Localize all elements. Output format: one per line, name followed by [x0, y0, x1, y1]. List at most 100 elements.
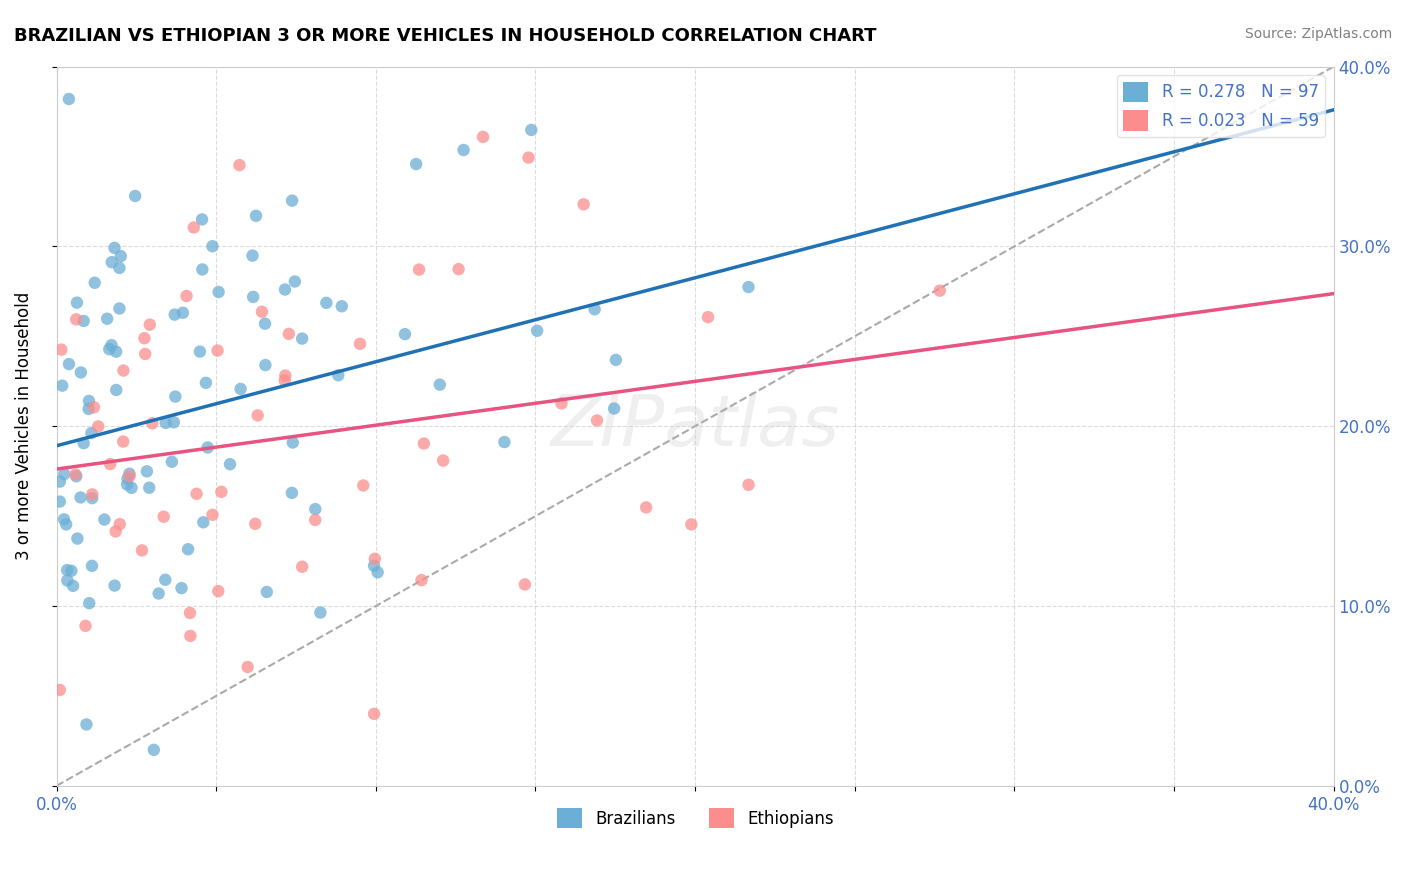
Point [304, 502, 326, 516]
Legend: Brazilians, Ethiopians: Brazilians, Ethiopians [550, 801, 841, 835]
Point [82, 491, 104, 505]
Point [207, 584, 229, 599]
Point [330, 299, 353, 313]
Point [49, 494, 72, 508]
Point [112, 434, 135, 449]
Point [77, 393, 100, 408]
Point [586, 413, 609, 427]
Point [65, 312, 87, 326]
Point [349, 336, 371, 351]
Point [291, 559, 314, 574]
Point [121, 481, 143, 495]
Point [124, 189, 146, 203]
Point [179, 606, 201, 620]
Point [219, 457, 242, 471]
Point [177, 542, 200, 557]
Point [304, 513, 326, 527]
Point [405, 157, 427, 171]
Point [103, 241, 125, 255]
Point [131, 543, 153, 558]
Point [201, 239, 224, 253]
Point [246, 409, 269, 423]
Text: BRAZILIAN VS ETHIOPIAN 3 OR MORE VEHICLES IN HOUSEHOLD CORRELATION CHART: BRAZILIAN VS ETHIOPIAN 3 OR MORE VEHICLE… [14, 27, 876, 45]
Point [148, 586, 170, 600]
Point [87, 419, 110, 434]
Point [112, 363, 135, 377]
Point [75, 717, 97, 731]
Point [73, 314, 96, 328]
Point [191, 212, 214, 227]
Point [105, 344, 128, 359]
Point [56, 574, 79, 588]
Point [363, 558, 385, 573]
Point [605, 352, 627, 367]
Point [603, 401, 626, 416]
Point [193, 516, 215, 530]
Point [176, 289, 198, 303]
Point [928, 284, 950, 298]
Point [453, 143, 475, 157]
Point [93, 512, 115, 526]
Point [364, 551, 387, 566]
Point [142, 743, 165, 757]
Point [49, 682, 72, 697]
Point [228, 158, 250, 172]
Y-axis label: 3 or more Vehicles in Household: 3 or more Vehicles in Household [15, 292, 32, 560]
Point [367, 566, 389, 580]
Point [513, 577, 536, 591]
Point [60, 564, 83, 578]
Point [139, 318, 162, 332]
Point [155, 573, 177, 587]
Point [70, 366, 93, 380]
Point [77, 401, 100, 416]
Point [520, 123, 543, 137]
Point [69, 491, 91, 505]
Point [75, 619, 97, 633]
Point [526, 324, 548, 338]
Point [108, 517, 131, 532]
Point [197, 441, 219, 455]
Point [100, 255, 122, 269]
Point [583, 302, 606, 317]
Point [51, 378, 73, 392]
Point [291, 332, 314, 346]
Point [135, 464, 157, 478]
Point [82, 487, 104, 501]
Point [104, 578, 127, 592]
Point [183, 220, 205, 235]
Point [309, 606, 332, 620]
Point [229, 382, 252, 396]
Point [108, 260, 131, 275]
Point [160, 455, 183, 469]
Point [80, 425, 103, 440]
Point [155, 416, 177, 430]
Point [494, 435, 516, 450]
Point [134, 347, 156, 361]
Point [165, 390, 187, 404]
Point [118, 467, 141, 481]
Point [58, 357, 80, 371]
Point [51, 343, 73, 357]
Point [117, 472, 139, 486]
Point [115, 477, 138, 491]
Point [281, 435, 304, 450]
Point [207, 343, 229, 358]
Point [152, 509, 174, 524]
Point [636, 500, 658, 515]
Point [179, 629, 201, 643]
Point [447, 262, 470, 277]
Point [572, 197, 595, 211]
Point [66, 295, 89, 310]
Point [65, 467, 87, 482]
Point [328, 368, 350, 383]
Point [394, 327, 416, 342]
Point [83, 401, 105, 415]
Point [170, 581, 193, 595]
Point [274, 283, 297, 297]
Point [352, 478, 374, 492]
Point [245, 516, 267, 531]
Text: ZIPatlas: ZIPatlas [551, 392, 839, 460]
Point [256, 585, 278, 599]
Point [138, 481, 160, 495]
Point [277, 326, 299, 341]
